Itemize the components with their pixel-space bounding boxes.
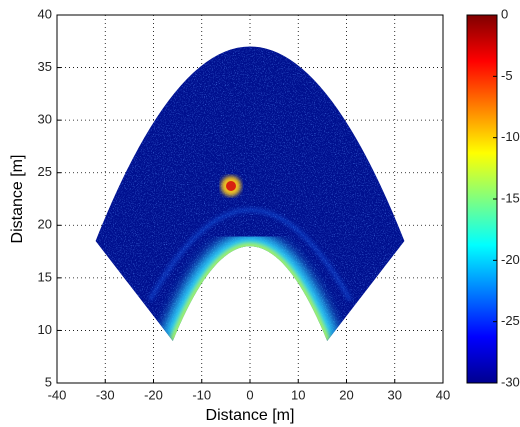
colorbar (466, 14, 498, 384)
x-tick-label: -20 (144, 387, 163, 402)
y-tick-label: 40 (38, 6, 52, 21)
x-tick-label: -30 (96, 387, 115, 402)
y-tick-label: 25 (38, 164, 52, 179)
x-tick-label: -10 (192, 387, 211, 402)
x-tick-label: 20 (339, 387, 353, 402)
y-tick-label: 15 (38, 269, 52, 284)
colorbar-tick-label: -25 (501, 313, 520, 328)
x-axis-label: Distance [m] (206, 407, 295, 424)
colorbar-tick-label: -30 (501, 374, 520, 389)
x-tick-label: 30 (388, 387, 402, 402)
y-tick-label: 20 (38, 217, 52, 232)
colorbar-tick-label: -5 (501, 68, 513, 83)
y-tick-label: 5 (45, 374, 52, 389)
colorbar-tick-label: 0 (501, 6, 508, 21)
x-tick-label: 10 (291, 387, 305, 402)
y-axis-label: Distance [m] (9, 155, 26, 244)
colorbar-tick-label: -20 (501, 252, 520, 267)
y-tick-label: 30 (38, 112, 52, 127)
y-tick-label: 10 (38, 322, 52, 337)
colorbar-tick-label: -10 (501, 129, 520, 144)
x-tick-label: -40 (48, 387, 67, 402)
colorbar-tick-label: -15 (501, 190, 520, 205)
y-tick-label: 35 (38, 59, 52, 74)
x-tick-label: 40 (436, 387, 450, 402)
x-tick-label: 0 (246, 387, 253, 402)
